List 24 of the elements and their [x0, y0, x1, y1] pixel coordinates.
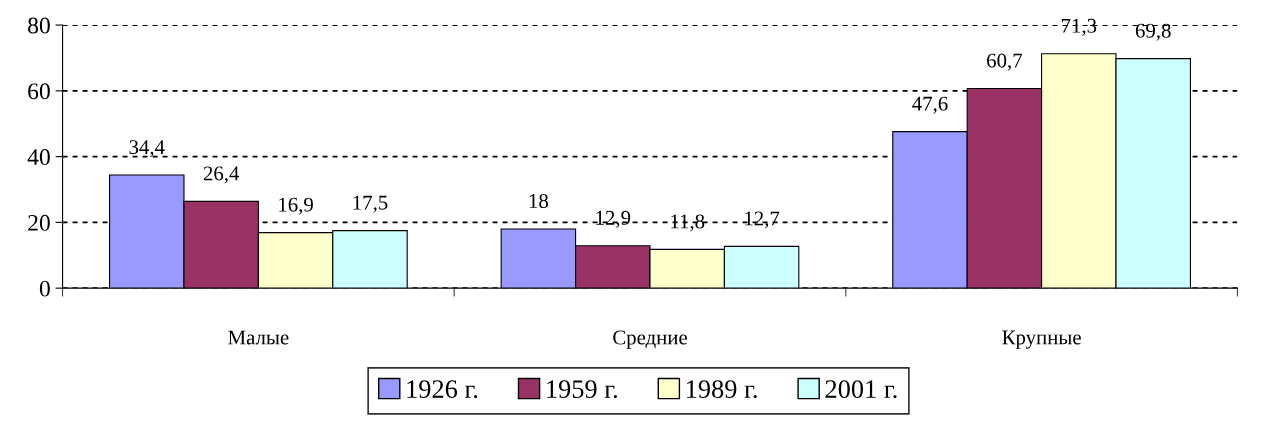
- x-tick-label: Средние: [613, 330, 687, 349]
- data-label: 47,6: [912, 96, 948, 114]
- legend-label: 1959 г.: [547, 380, 617, 399]
- y-tick-label: 60: [28, 83, 50, 100]
- data-label: 34,4: [129, 140, 165, 158]
- data-label: 16,9: [279, 197, 313, 215]
- data-label: 26,4: [203, 166, 240, 184]
- y-tick-label: 0: [39, 280, 50, 297]
- x-tick-label: Малые: [228, 330, 289, 345]
- legend-label: 1989 г.: [687, 380, 757, 399]
- y-tick-label: 40: [27, 149, 50, 166]
- data-label: 71,3: [1061, 18, 1097, 36]
- legend-label: 1926 г.: [407, 380, 478, 399]
- data-label: 12,7: [745, 211, 780, 229]
- legend-label: 2001 г.: [825, 380, 897, 399]
- data-label: 18: [529, 194, 549, 209]
- data-label: 11,8: [671, 214, 705, 232]
- y-tick-label: 80: [28, 17, 50, 34]
- x-tick-label: Крупные: [1002, 330, 1081, 349]
- data-label: 60,7: [987, 53, 1023, 71]
- y-tick-label: 20: [28, 214, 50, 231]
- data-label: 12,9: [596, 210, 631, 228]
- data-label: 69,8: [1135, 23, 1171, 41]
- data-label: 17,5: [353, 195, 388, 213]
